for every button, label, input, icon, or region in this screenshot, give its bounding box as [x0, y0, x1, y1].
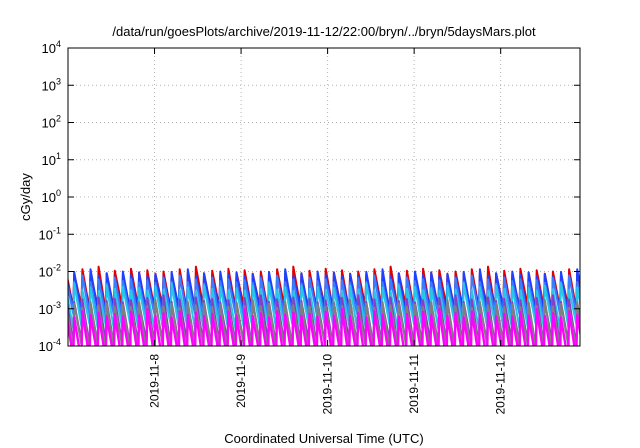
y-tick-label: 10-2 — [39, 263, 61, 280]
series-layer — [68, 265, 580, 346]
y-tick-exponent: -3 — [53, 300, 61, 310]
y-tick-label: 10-1 — [39, 225, 61, 242]
x-axis-ticks: 2019-11-8 2019-11-9 2019-11-10 2019-11-11 20… — [148, 48, 508, 415]
y-tick-label: 10-3 — [39, 300, 61, 317]
y-tick-label: 103 — [42, 76, 61, 93]
y-tick-label: 102 — [42, 114, 61, 131]
y-axis-label: cGy/day — [18, 173, 33, 221]
x-tick-label: 2019-11-11 — [407, 354, 421, 414]
y-tick-exponent: 3 — [56, 76, 61, 86]
y-tick-exponent: -1 — [53, 225, 61, 235]
y-tick-exponent: 1 — [56, 151, 61, 161]
y-tick-label: 100 — [42, 188, 61, 205]
x-tick-label: 2019-11-10 — [321, 354, 335, 415]
x-tick-label: 2019-11-12 — [494, 354, 508, 415]
y-tick-exponent: 4 — [56, 39, 61, 49]
x-tick-label: 2019-11-8 — [148, 354, 162, 408]
y-tick-exponent: -2 — [53, 263, 61, 273]
y-tick-exponent: -4 — [53, 337, 61, 347]
x-tick-label: 2019-11-9 — [234, 354, 248, 408]
series-line-7 — [68, 308, 580, 346]
y-tick-label: 104 — [42, 39, 61, 56]
y-tick-exponent: 0 — [56, 188, 61, 198]
x-axis-label: Coordinated Universal Time (UTC) — [224, 431, 423, 446]
y-tick-exponent: 2 — [56, 114, 61, 124]
y-tick-label: 101 — [42, 151, 61, 168]
chart-title: /data/run/goesPlots/archive/2019-11-12/2… — [112, 24, 536, 39]
y-tick-label: 10-4 — [39, 337, 61, 354]
